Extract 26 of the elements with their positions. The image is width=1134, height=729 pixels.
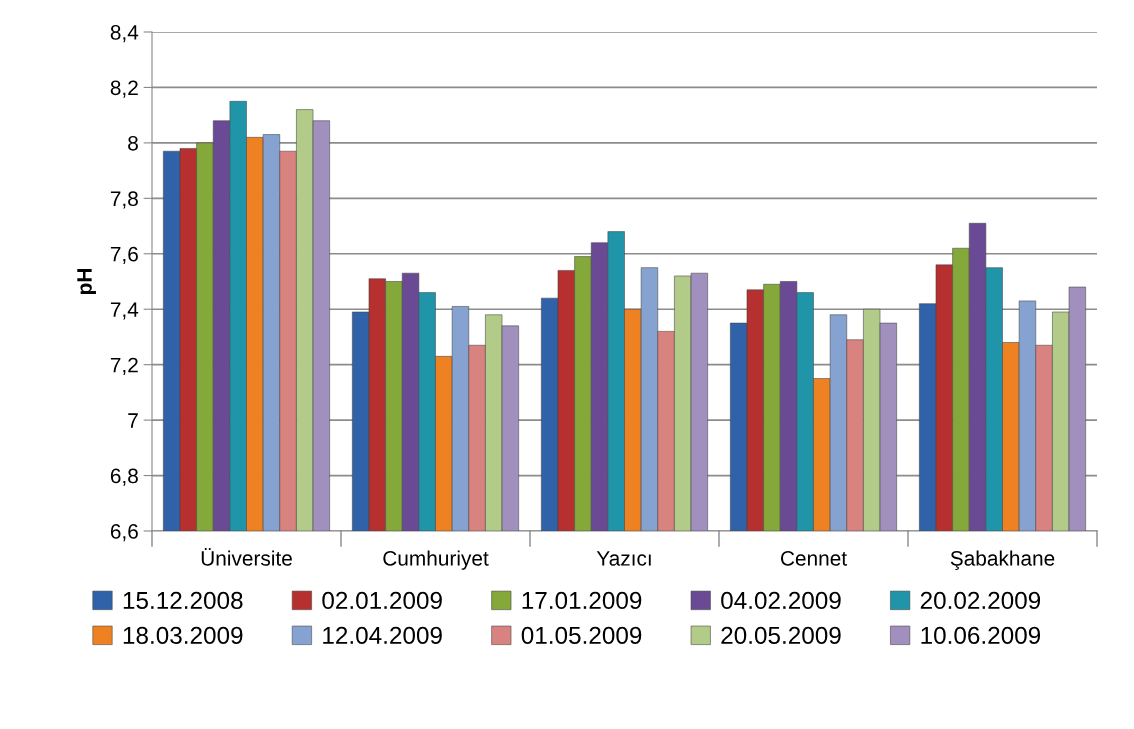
x-tick-label: Cennet bbox=[780, 550, 847, 566]
legend-label: 18.03.2009 bbox=[123, 626, 243, 644]
legend-label: 12.04.2009 bbox=[323, 626, 442, 644]
legend-label: 15.12.2008 bbox=[123, 591, 243, 610]
x-tick-label: Üniversite bbox=[201, 548, 292, 566]
y-tick-label: 7,2 bbox=[110, 357, 138, 375]
x-tick-label: Şabakhane bbox=[950, 550, 1055, 570]
y-axis-title: pH bbox=[77, 269, 96, 295]
y-tick-label: 6,8 bbox=[110, 468, 138, 486]
x-tick-label: Cumhuriyet bbox=[383, 550, 489, 570]
legend-label: 04.02.2009 bbox=[721, 591, 841, 610]
y-tick-label: 7,4 bbox=[110, 302, 139, 320]
y-tick-label: 7 bbox=[128, 413, 138, 428]
y-tick-label: 8 bbox=[128, 135, 138, 151]
legend-label: 02.01.2009 bbox=[322, 591, 442, 610]
x-tick-label: Yazıcı bbox=[596, 551, 651, 566]
legend-label: 01.05.2009 bbox=[521, 626, 642, 644]
legend-label: 20.02.2009 bbox=[920, 591, 1041, 610]
legend-label: 10.06.2009 bbox=[921, 626, 1041, 644]
y-tick-label: 8,4 bbox=[110, 25, 139, 43]
legend-label: 20.05.2009 bbox=[721, 626, 841, 644]
legend-label: 17.01.2009 bbox=[522, 591, 642, 610]
y-tick-label: 7,6 bbox=[110, 246, 138, 264]
y-tick-label: 7,8 bbox=[110, 191, 138, 209]
y-tick-label: 6,6 bbox=[110, 524, 138, 542]
y-tick-label: 8,2 bbox=[110, 80, 138, 98]
